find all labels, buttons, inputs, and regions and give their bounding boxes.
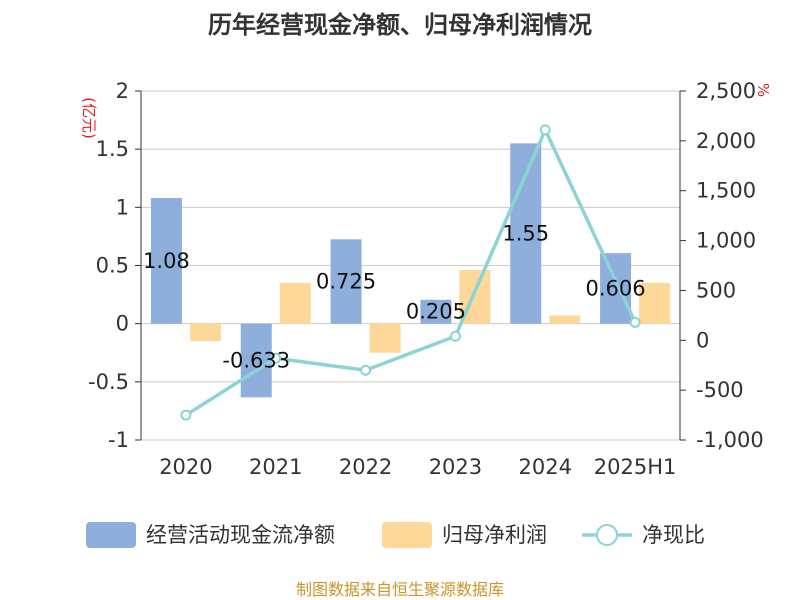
right-axis-tick-label: -1,000: [696, 428, 764, 452]
ratio-point: [539, 124, 551, 136]
net-profit-bar: [279, 282, 311, 324]
cash-flow-bar: [330, 239, 362, 324]
left-axis-unit: (亿元): [80, 97, 98, 139]
legend-swatch-net-profit: [382, 522, 432, 548]
cash-flow-data-label: 1.55: [502, 222, 549, 246]
cash-flow-data-label: 1.08: [143, 249, 190, 273]
cash-flow-data-label: 0.205: [406, 300, 466, 324]
right-axis-tick-label: 2,500: [696, 79, 756, 103]
net-profit-bar: [369, 323, 401, 353]
cash-flow-data-label: -0.633: [222, 348, 290, 372]
cash-flow-bar: [600, 253, 632, 324]
ratio-line-layer: [180, 124, 641, 421]
legend-label-net-profit: 归母净利润: [442, 523, 547, 547]
net-profit-bar: [549, 315, 581, 324]
data-labels-layer: 1.08 -0.633 0.725 0.205 1.55 0.606: [143, 222, 646, 373]
left-axis-tick-label: -1: [108, 428, 129, 452]
right-axis-tick-label: -500: [696, 378, 744, 402]
x-axis-tick-label: 2023: [429, 455, 482, 479]
left-axis-tick-label: -0.5: [88, 370, 129, 394]
source-note: 制图数据来自恒生聚源数据库: [296, 580, 504, 599]
left-axis-tick-label: 0.5: [96, 254, 129, 278]
cash-flow-bar: [150, 198, 182, 324]
legend-label-cash-flow: 经营活动现金流净额: [146, 523, 335, 547]
bars-layer: [150, 143, 671, 398]
axes-layer: -1 -0.5 0 0.5 1 1.5 2 -1,000 -500 0 500 1,000 1,500 2…: [88, 79, 764, 479]
x-axis-tick-label: 2021: [249, 455, 302, 479]
left-axis-tick-label: 0: [116, 312, 129, 336]
x-axis-tick-label: 2022: [339, 455, 392, 479]
cash-flow-bar: [420, 299, 452, 324]
x-axis-tick-label: 2025H1: [594, 455, 677, 479]
left-axis-tick-label: 2: [116, 79, 129, 103]
cash-flow-data-label: 0.606: [586, 276, 646, 300]
left-axis-tick-label: 1: [116, 195, 129, 219]
right-axis-tick-label: 1,000: [696, 229, 756, 253]
ratio-point: [180, 409, 192, 421]
right-axis-tick-label: 2,000: [696, 129, 756, 153]
ratio-series-line: [184, 125, 637, 417]
net-profit-bar: [639, 282, 671, 324]
x-axis-tick-label: 2020: [159, 455, 212, 479]
legend-swatch-ratio-marker: [596, 524, 618, 546]
legend: 经营活动现金流净额 归母净利润 净现比: [86, 522, 705, 548]
legend-label-ratio: 净现比: [642, 523, 705, 547]
x-axis-tick-label: 2024: [519, 455, 572, 479]
ratio-point: [270, 352, 282, 364]
ratio-point: [449, 330, 461, 342]
legend-swatch-cash-flow: [86, 522, 136, 548]
right-axis-tick-label: 500: [696, 278, 736, 302]
right-axis-tick-label: 1,500: [696, 179, 756, 203]
cash-flow-data-label: 0.725: [316, 269, 376, 293]
cash-flow-bar: [240, 323, 272, 398]
left-axis-tick-label: 1.5: [96, 137, 129, 161]
right-axis-unit: %: [754, 83, 772, 97]
net-profit-bar: [189, 323, 221, 342]
right-axis-tick-label: 0: [696, 328, 709, 352]
ratio-point: [629, 316, 641, 328]
grid-lines: [141, 90, 680, 441]
ratio-point: [360, 364, 372, 376]
chart-title: 历年经营现金净额、归母净利润情况: [208, 11, 592, 39]
